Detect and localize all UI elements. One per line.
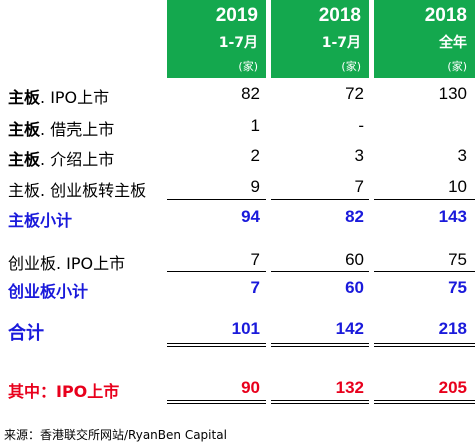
table-cell: 82 [241,84,260,103]
divider [374,346,475,347]
column-header-2018-full-year: 2018 全年 (家) [374,0,475,78]
column-year: 2018 [424,5,467,26]
table-cell: 2 [250,146,260,165]
row-label-gem-subtotal: 创业板小计 [8,282,89,301]
table-cell: 94 [241,207,260,226]
table-cell: 75 [448,250,467,269]
row-label-prefix: 主板 [8,88,41,107]
divider [374,400,475,401]
table-cell: 101 [231,319,260,338]
row-label-text: . 介绍上市 [40,150,115,169]
row-label-main-board-backdoor: 主板. 借壳上市 [8,116,114,140]
row-label-of-which-ipo: 其中：IPO上市 [8,382,120,401]
table-cell: 130 [438,84,467,103]
row-label-main-board-ipo: 主板. IPO上市 [8,84,109,108]
divider [271,343,369,344]
table-cell: 75 [448,278,467,297]
table-cell: 1 [250,116,260,135]
divider [374,199,475,200]
table-cell: 82 [345,207,364,226]
table-cell: 3 [354,146,364,165]
table-cell: 10 [448,177,467,196]
divider [374,343,475,344]
column-period: 1-7月 [218,35,258,51]
row-label-gem-transfer: 主板. 创业板转主板 [8,181,147,200]
row-label-gem-ipo: 创业板. IPO上市 [8,254,126,273]
source-note: 来源：香港联交所网站/RyanBen Capital [4,428,227,442]
table-cell: 143 [438,207,467,226]
column-year: 2019 [215,5,258,26]
row-label-text: . 借壳上市 [40,120,115,139]
table-cell: 9 [250,177,260,196]
table-cell: 205 [438,378,467,397]
table-cell: 7 [250,250,260,269]
divider [167,346,266,347]
column-unit: (家) [341,60,361,73]
table-cell: 90 [241,378,260,397]
row-label-prefix: 主板 [8,120,41,139]
table-cell: 7 [354,177,364,196]
column-year: 2018 [318,5,361,26]
column-header-2018-jan-jul: 2018 1-7月 (家) [271,0,369,78]
table-cell: - [358,116,364,135]
table-cell: 142 [335,319,364,338]
column-period: 全年 [439,35,467,51]
row-label-main-board-introduction: 主板. 介绍上市 [8,146,114,170]
column-period: 1-7月 [321,35,361,51]
divider [374,271,475,272]
divider [271,403,369,404]
table-cell: 72 [345,84,364,103]
divider [271,400,369,401]
divider [167,271,266,272]
column-header-2019-jan-jul: 2019 1-7月 (家) [167,0,266,78]
divider [167,199,266,200]
table-cell: 60 [345,278,364,297]
row-label-main-board-subtotal: 主板小计 [8,211,73,230]
divider [271,199,369,200]
table-cell: 60 [345,250,364,269]
row-label-text: . IPO上市 [40,88,110,107]
divider [167,400,266,401]
divider [167,343,266,344]
table-cell: 7 [250,278,260,297]
divider [271,271,369,272]
column-unit: (家) [447,60,467,73]
column-unit: (家) [238,60,258,73]
divider [167,403,266,404]
row-label-prefix: 主板 [8,150,41,169]
divider [374,403,475,404]
table-cell: 3 [457,146,467,165]
table-cell: 132 [335,378,364,397]
row-label-total: 合计 [8,323,44,344]
table-cell: 218 [438,319,467,338]
divider [271,346,369,347]
